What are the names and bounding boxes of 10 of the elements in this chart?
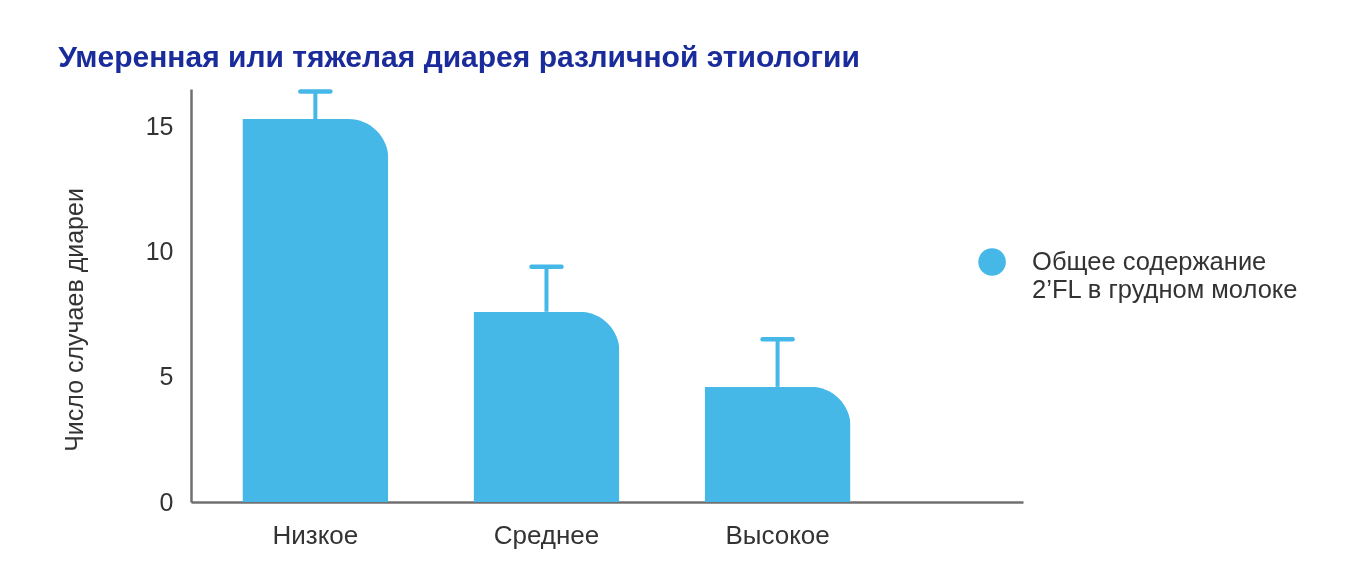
x-tick-label: Высокое <box>725 519 830 550</box>
x-tick-label: Среднее <box>493 519 600 550</box>
chart-title: Умеренная или тяжелая диарея различной этиологии <box>58 40 860 73</box>
y-tick-label: 15 <box>145 112 174 141</box>
x-tick-label: Низкое <box>272 519 359 550</box>
y-tick-label: 0 <box>159 487 174 516</box>
y-axis-title: Число случаев диареи <box>59 188 88 452</box>
legend-label: Общее содержание 2’FL в грудном молоке <box>1032 247 1298 303</box>
y-tick-label: 5 <box>159 362 174 391</box>
y-tick-label: 10 <box>145 237 174 266</box>
